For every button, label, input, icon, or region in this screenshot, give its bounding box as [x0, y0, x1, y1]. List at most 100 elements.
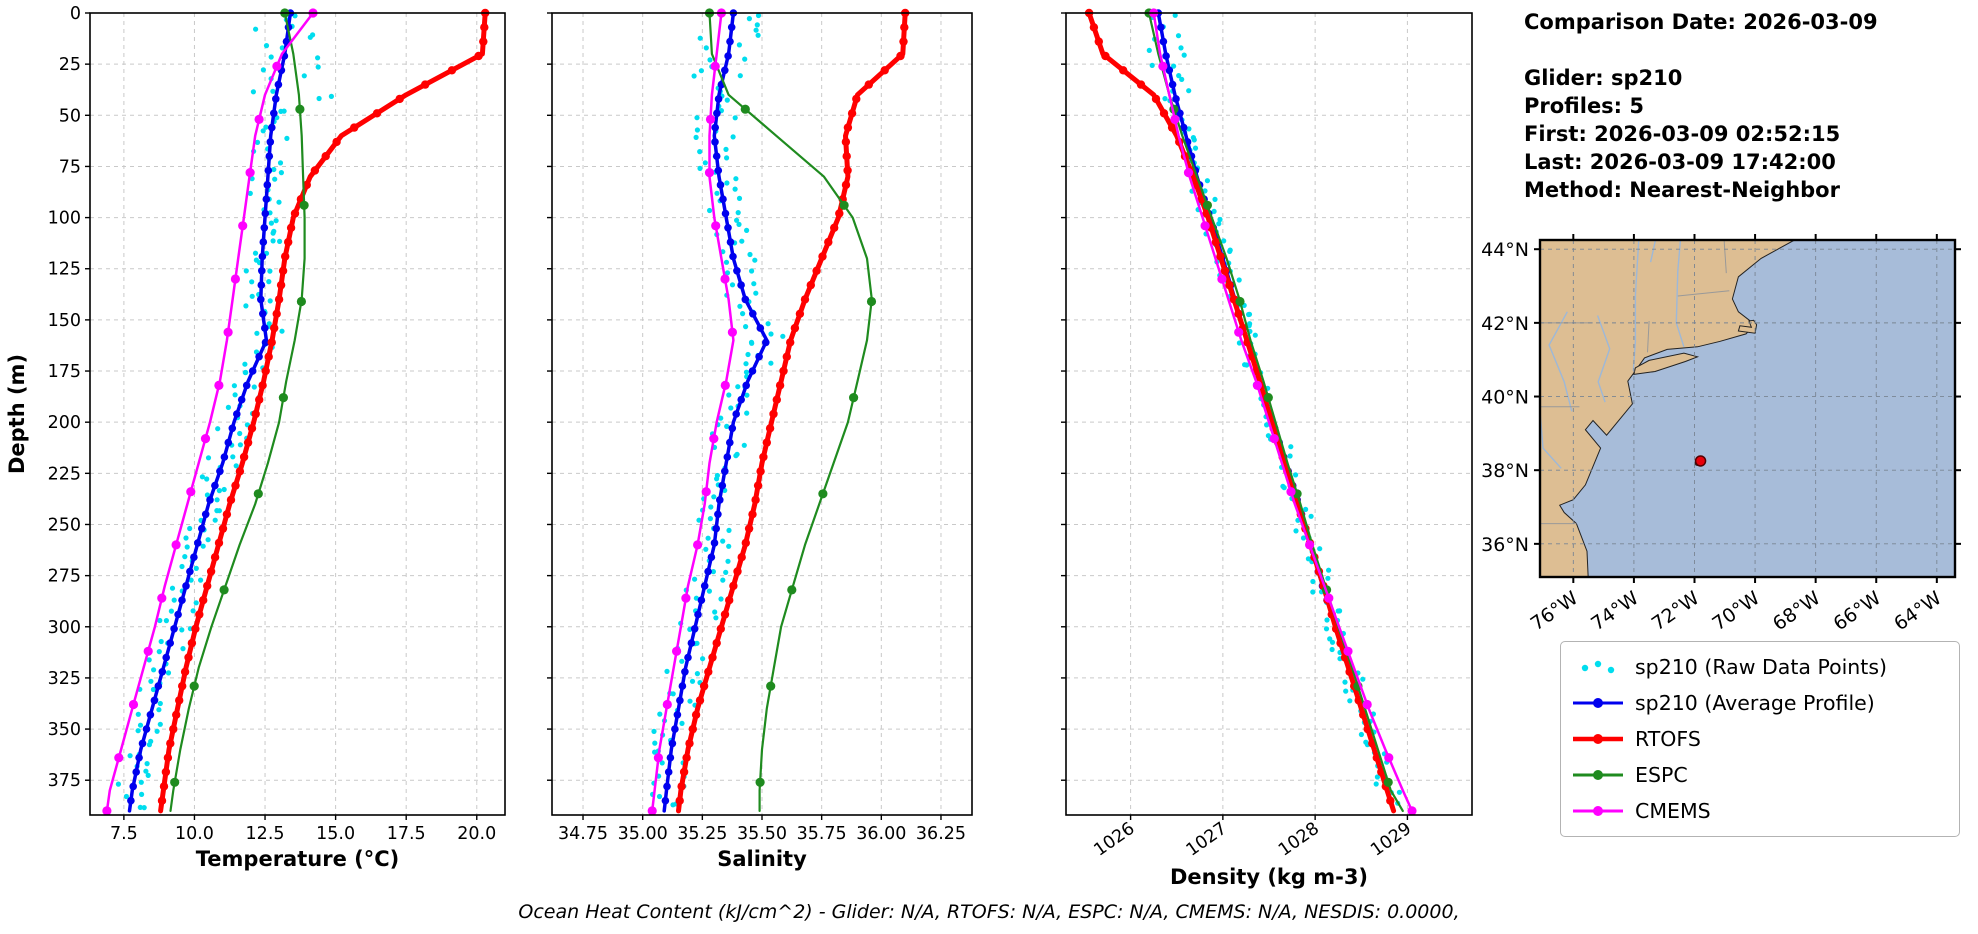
svg-text:44°N: 44°N [1481, 239, 1529, 261]
legend-item: ESPC [1571, 757, 1949, 793]
land-polygon [1866, 205, 1968, 234]
svg-text:35.00: 35.00 [618, 824, 668, 844]
land-polygon [1633, 352, 1700, 375]
legend-label: sp210 (Average Profile) [1635, 691, 1875, 715]
svg-text:42°N: 42°N [1481, 313, 1529, 335]
legend-item: sp210 (Average Profile) [1571, 685, 1949, 721]
series-espc [1144, 8, 1404, 813]
svg-text:76°W: 76°W [1527, 587, 1583, 635]
svg-text:7.5: 7.5 [110, 824, 138, 844]
svg-text:74°W: 74°W [1587, 587, 1643, 635]
svg-text:40°N: 40°N [1481, 387, 1529, 409]
series-espc [169, 8, 309, 813]
x-axis-title: Temperature (°C) [196, 847, 399, 871]
svg-text:68°W: 68°W [1769, 587, 1825, 635]
svg-text:36.25: 36.25 [916, 824, 966, 844]
svg-text:36°N: 36°N [1481, 534, 1529, 556]
svg-text:275: 275 [48, 567, 81, 587]
svg-text:70°W: 70°W [1708, 587, 1764, 635]
svg-text:35.50: 35.50 [737, 824, 787, 844]
axes-frame [89, 12, 506, 816]
svg-text:0: 0 [70, 4, 81, 24]
river-line [1596, 315, 1611, 403]
svg-text:100: 100 [48, 209, 81, 229]
series-sp210-average-profile- [661, 9, 770, 813]
legend-label: CMEMS [1635, 799, 1711, 823]
footer-note: Ocean Heat Content (kJ/cm^2) - Glider: N… [518, 901, 1460, 923]
svg-text:225: 225 [48, 464, 81, 484]
y-axis-title: Depth (m) [5, 354, 29, 474]
temperature-plot: 7.5 10.0 12.5 15.0 17.5 20.0 0 25 50 75 100 125 150 1… [5, 4, 506, 871]
svg-text:34.75: 34.75 [558, 824, 608, 844]
legend-item: sp210 (Raw Data Points) [1571, 649, 1949, 685]
legend-label: ESPC [1635, 763, 1688, 787]
tick-labels: 34.75 35.00 35.25 35.50 35.75 36.00 36.25 [547, 12, 966, 844]
svg-text:20.0: 20.0 [457, 824, 496, 844]
state-border [1723, 240, 1727, 274]
grid [552, 12, 972, 815]
info-line: Last: 2026-03-09 17:42:00 [1524, 150, 1836, 174]
line-marker-swatch [1573, 734, 1623, 744]
line-marker-swatch [1573, 698, 1623, 708]
svg-text:12.5: 12.5 [246, 824, 285, 844]
info-line: First: 2026-03-09 02:52:15 [1524, 122, 1841, 146]
series-rtofs [157, 8, 490, 814]
axes-frame [1065, 12, 1473, 816]
svg-text:1029: 1029 [1367, 819, 1415, 861]
river-line [1675, 240, 1685, 348]
svg-text:64°W: 64°W [1890, 587, 1946, 635]
svg-text:350: 350 [48, 720, 81, 740]
svg-text:200: 200 [48, 413, 81, 433]
svg-text:300: 300 [48, 618, 81, 638]
info-spacer [1524, 36, 1878, 64]
svg-text:35.75: 35.75 [797, 824, 847, 844]
svg-text:66°W: 66°W [1830, 587, 1886, 635]
legend-item: CMEMS [1571, 793, 1949, 829]
location-map: 76°W 74°W 72°W 70°W 68°W 66°W 64°W 36°N 38°N 40°N… [1481, 234, 1961, 635]
svg-text:35.25: 35.25 [677, 824, 727, 844]
map-frame [1538, 238, 1957, 579]
legend-label: RTOFS [1635, 727, 1701, 751]
svg-text:50: 50 [59, 106, 81, 126]
land-polygon [1540, 240, 1797, 577]
series-cmems [1149, 8, 1417, 816]
svg-text:250: 250 [48, 515, 81, 535]
grid [1066, 12, 1472, 815]
svg-text:38°N: 38°N [1481, 460, 1529, 482]
svg-text:1026: 1026 [1090, 819, 1138, 861]
svg-text:1028: 1028 [1275, 819, 1323, 861]
x-axis-title: Salinity [717, 847, 807, 871]
line-marker-swatch [1573, 770, 1623, 780]
series-cmems [647, 8, 737, 816]
series-sp210-average-profile- [127, 9, 295, 813]
density-plot: 1026 1027 1028 1029 Density (kg m-3) [1061, 8, 1473, 889]
svg-text:17.5: 17.5 [387, 824, 426, 844]
series-cmems [102, 8, 318, 816]
info-line: Profiles: 5 [1524, 94, 1645, 118]
x-axis-title: Density (kg m-3) [1170, 865, 1368, 889]
legend-item: RTOFS [1571, 721, 1949, 757]
svg-text:25: 25 [59, 55, 81, 75]
grid [90, 12, 505, 815]
salinity-plot: 34.75 35.00 35.25 35.50 35.75 36.00 36.25 Salin… [547, 8, 973, 871]
line-marker-swatch [1573, 806, 1623, 816]
svg-text:1027: 1027 [1183, 819, 1231, 861]
svg-text:36.00: 36.00 [856, 824, 906, 844]
state-border [1647, 320, 1650, 353]
legend: sp210 (Raw Data Points) sp210 (Average Pr… [1560, 641, 1960, 837]
river-line [1649, 240, 1656, 263]
info-line: Comparison Date: 2026-03-09 [1524, 10, 1878, 34]
raw-points-swatch [1581, 660, 1615, 674]
svg-text:125: 125 [48, 260, 81, 280]
legend-label: sp210 (Raw Data Points) [1635, 655, 1888, 679]
info-line: Method: Nearest-Neighbor [1524, 178, 1840, 202]
svg-text:10.0: 10.0 [175, 824, 214, 844]
glider-position-marker [1694, 455, 1707, 467]
svg-text:75: 75 [59, 157, 81, 177]
svg-text:175: 175 [48, 362, 81, 382]
info-line: Glider: sp210 [1524, 66, 1683, 90]
state-border [1677, 290, 1730, 297]
graticule [1540, 240, 1955, 577]
series-espc [704, 8, 877, 813]
